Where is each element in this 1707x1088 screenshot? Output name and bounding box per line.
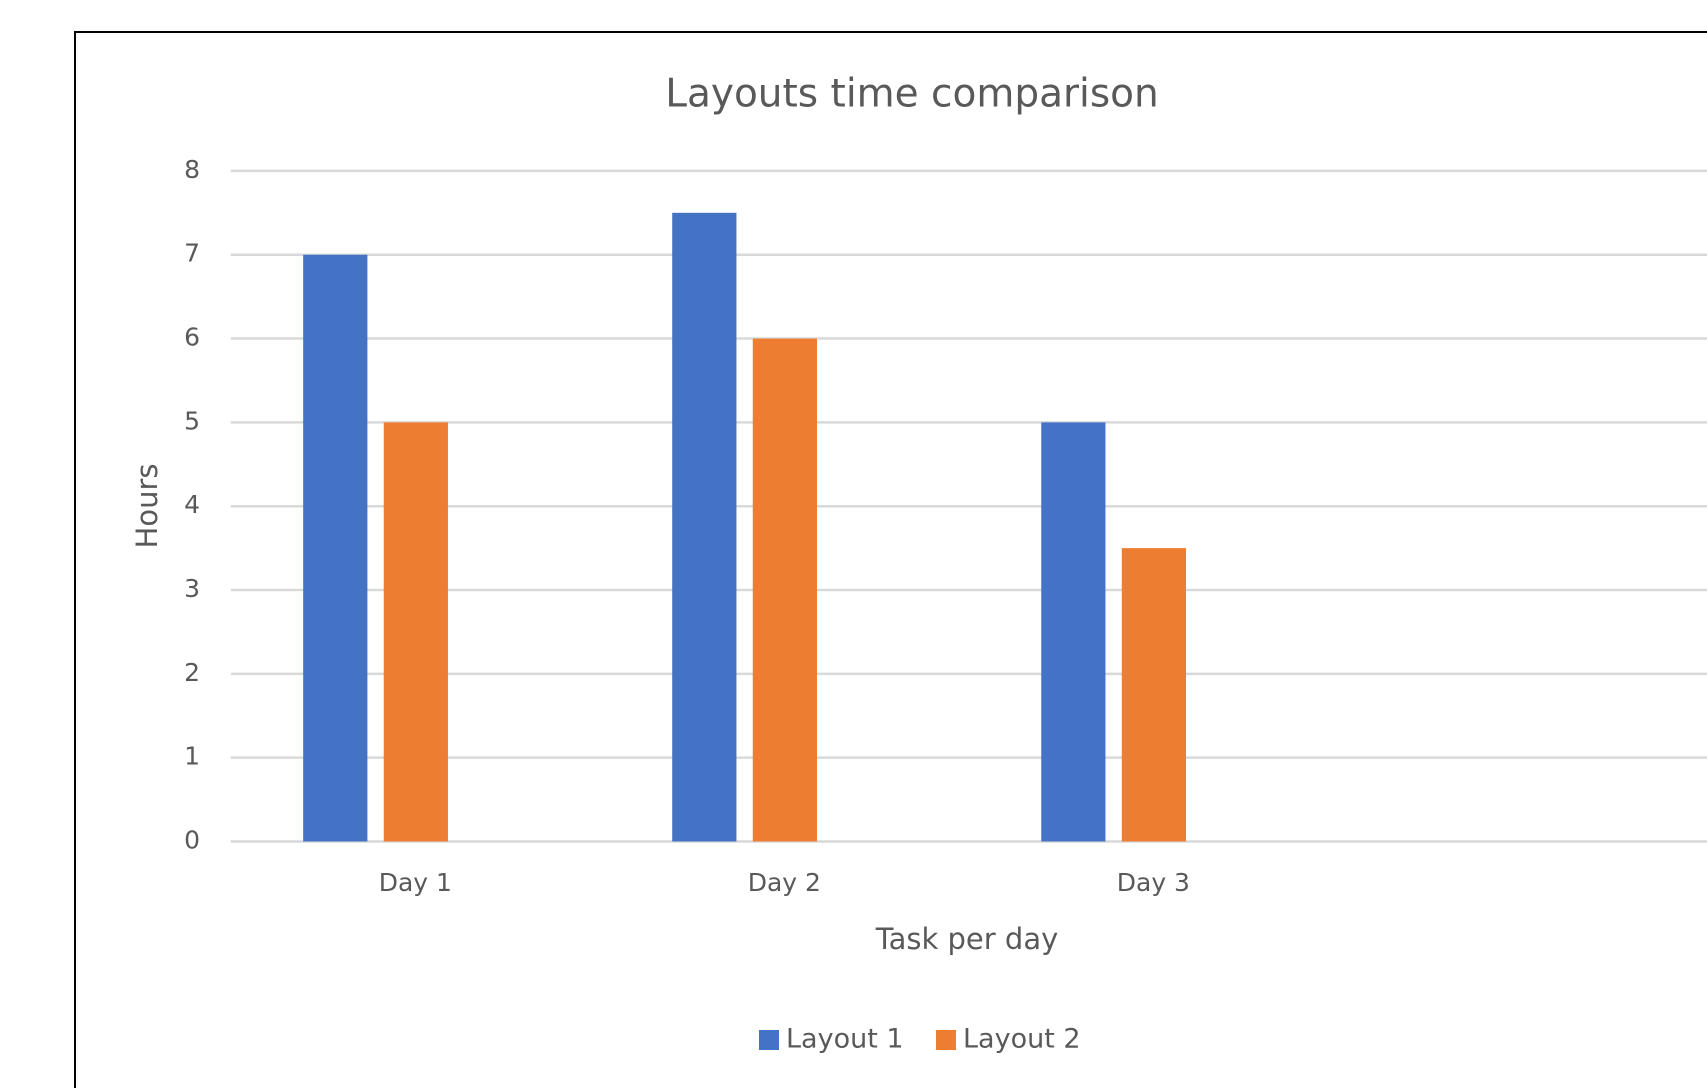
bar [1121,548,1187,842]
y-tick-label: 6 [184,323,200,352]
chart-title: Layouts time comparison [665,72,1159,117]
y-tick-label: 4 [184,490,200,519]
x-tick-label: Day 2 [748,868,821,897]
bar [383,422,448,842]
y-tick-label: 2 [184,658,200,687]
y-tick-label: 5 [184,406,200,435]
legend-swatch [936,1030,956,1050]
bar [672,212,737,842]
y-tick-label: 8 [184,155,200,184]
legend-label: Layout 1 [786,1024,904,1055]
x-axis-title: Task per day [875,922,1059,956]
legend-label: Layout 2 [963,1024,1081,1055]
y-tick-label: 3 [184,574,200,603]
bar [303,254,368,842]
x-tick-label: Day 3 [1117,868,1190,897]
bar [752,338,817,842]
y-tick-label: 1 [184,742,200,771]
legend-swatch [759,1030,779,1050]
y-tick-label: 7 [184,239,200,268]
x-tick-label: Day 1 [379,868,452,897]
y-axis-title: Hours [130,464,164,549]
bar [1041,422,1106,842]
y-tick-label: 0 [184,825,200,854]
